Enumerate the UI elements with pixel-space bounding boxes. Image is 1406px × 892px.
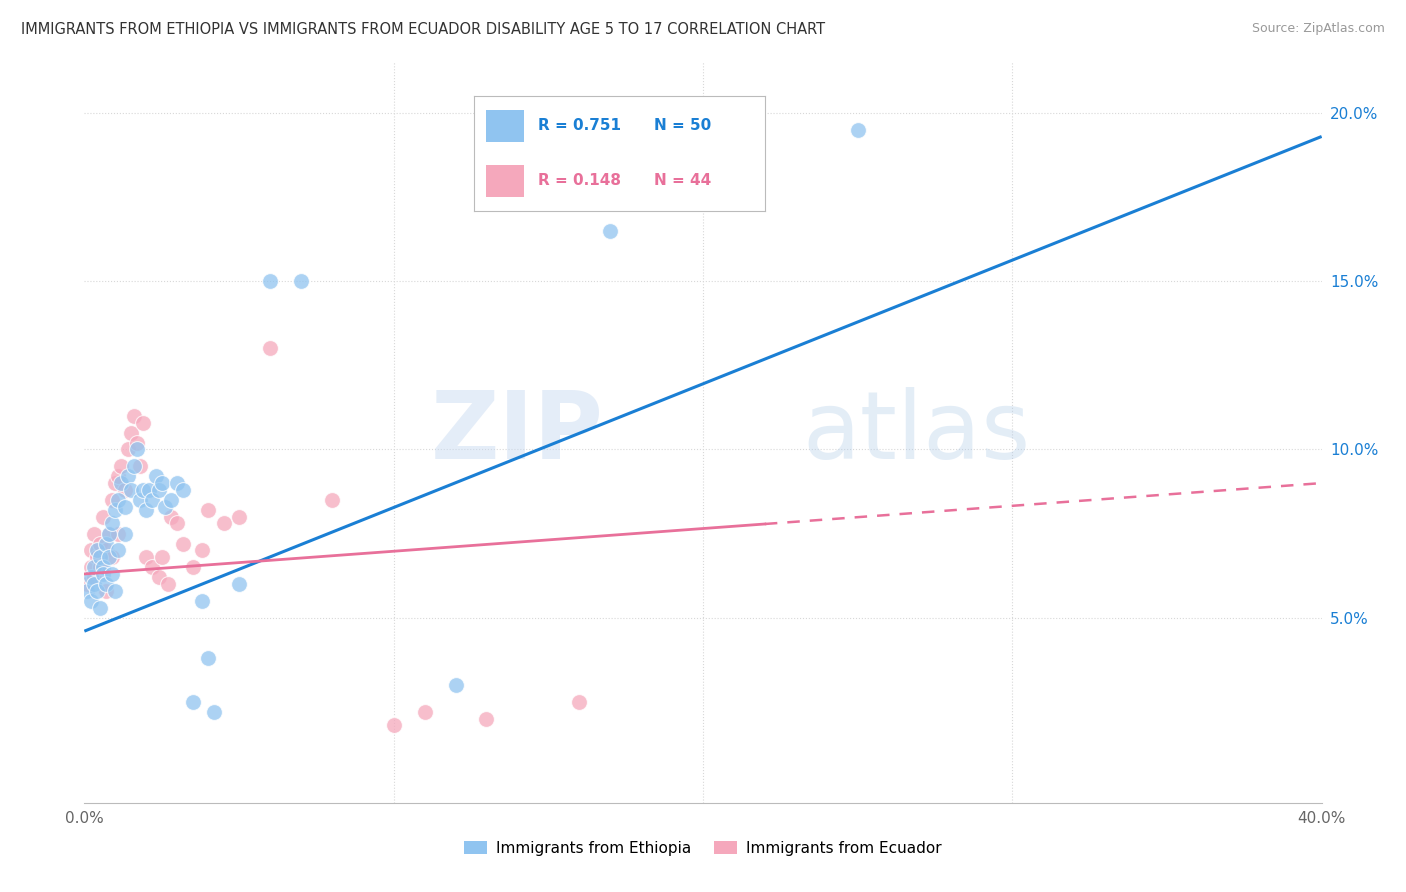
Point <box>83 577 105 591</box>
Point <box>76 583 98 598</box>
Point <box>110 476 132 491</box>
Point <box>197 503 219 517</box>
Point <box>89 536 111 550</box>
Point <box>172 536 194 550</box>
Point <box>132 416 155 430</box>
Text: Source: ZipAtlas.com: Source: ZipAtlas.com <box>1251 22 1385 36</box>
Point <box>120 483 142 497</box>
Point <box>104 503 127 517</box>
Text: atlas: atlas <box>801 386 1031 479</box>
Text: ZIP: ZIP <box>432 386 605 479</box>
Point <box>846 122 869 136</box>
Point <box>197 651 219 665</box>
Point <box>181 695 204 709</box>
Point <box>104 476 127 491</box>
Point <box>101 516 124 531</box>
Point <box>83 560 105 574</box>
Point <box>228 509 250 524</box>
Point <box>166 516 188 531</box>
Point <box>94 536 117 550</box>
Point <box>259 342 281 356</box>
Point <box>117 442 139 457</box>
Point <box>101 566 124 581</box>
Point <box>79 594 101 608</box>
Point <box>107 492 129 507</box>
Point <box>181 560 204 574</box>
Point <box>125 442 148 457</box>
Point <box>86 583 108 598</box>
Point <box>91 560 114 574</box>
Point <box>259 274 281 288</box>
Point <box>129 459 152 474</box>
Text: IMMIGRANTS FROM ETHIOPIA VS IMMIGRANTS FROM ECUADOR DISABILITY AGE 5 TO 17 CORRE: IMMIGRANTS FROM ETHIOPIA VS IMMIGRANTS F… <box>21 22 825 37</box>
Point <box>79 543 101 558</box>
Point <box>135 550 157 565</box>
Point <box>107 526 129 541</box>
Point <box>91 566 114 581</box>
Point <box>114 483 136 497</box>
Point <box>117 469 139 483</box>
Point <box>86 543 108 558</box>
Point <box>86 550 108 565</box>
Point <box>150 550 173 565</box>
Point <box>444 678 467 692</box>
Point <box>89 560 111 574</box>
Point <box>160 492 183 507</box>
Point <box>599 224 621 238</box>
Point <box>148 570 170 584</box>
Point <box>202 705 225 719</box>
Point <box>191 594 214 608</box>
Point <box>228 577 250 591</box>
Point <box>98 526 121 541</box>
Point <box>110 459 132 474</box>
Point <box>153 500 176 514</box>
Point <box>114 526 136 541</box>
Point <box>191 543 214 558</box>
Point <box>475 712 498 726</box>
Point <box>107 469 129 483</box>
Point <box>94 543 117 558</box>
Point <box>382 718 405 732</box>
Point <box>122 409 145 423</box>
Point <box>104 583 127 598</box>
Point <box>89 550 111 565</box>
Point <box>107 543 129 558</box>
Point <box>83 526 105 541</box>
Point <box>89 600 111 615</box>
Point <box>160 509 183 524</box>
Point <box>101 492 124 507</box>
Point <box>120 425 142 440</box>
Point <box>76 577 98 591</box>
Point <box>98 526 121 541</box>
Point <box>321 492 343 507</box>
Legend: Immigrants from Ethiopia, Immigrants from Ecuador: Immigrants from Ethiopia, Immigrants fro… <box>458 835 948 862</box>
Point <box>156 577 179 591</box>
Point <box>91 509 114 524</box>
Point <box>83 570 105 584</box>
Point <box>122 459 145 474</box>
Point <box>132 483 155 497</box>
Point <box>98 550 121 565</box>
Point <box>141 560 163 574</box>
Point <box>141 492 163 507</box>
Point <box>568 695 591 709</box>
Point <box>150 476 173 491</box>
Point <box>148 483 170 497</box>
Point <box>94 577 117 591</box>
Point <box>172 483 194 497</box>
Point <box>125 435 148 450</box>
Point <box>79 570 101 584</box>
Point <box>101 550 124 565</box>
Point <box>135 503 157 517</box>
Point <box>138 483 160 497</box>
Point <box>79 560 101 574</box>
Point <box>413 705 436 719</box>
Point <box>212 516 235 531</box>
Point <box>166 476 188 491</box>
Point <box>129 492 152 507</box>
Point <box>114 500 136 514</box>
Point <box>145 469 167 483</box>
Point <box>290 274 312 288</box>
Point <box>94 583 117 598</box>
